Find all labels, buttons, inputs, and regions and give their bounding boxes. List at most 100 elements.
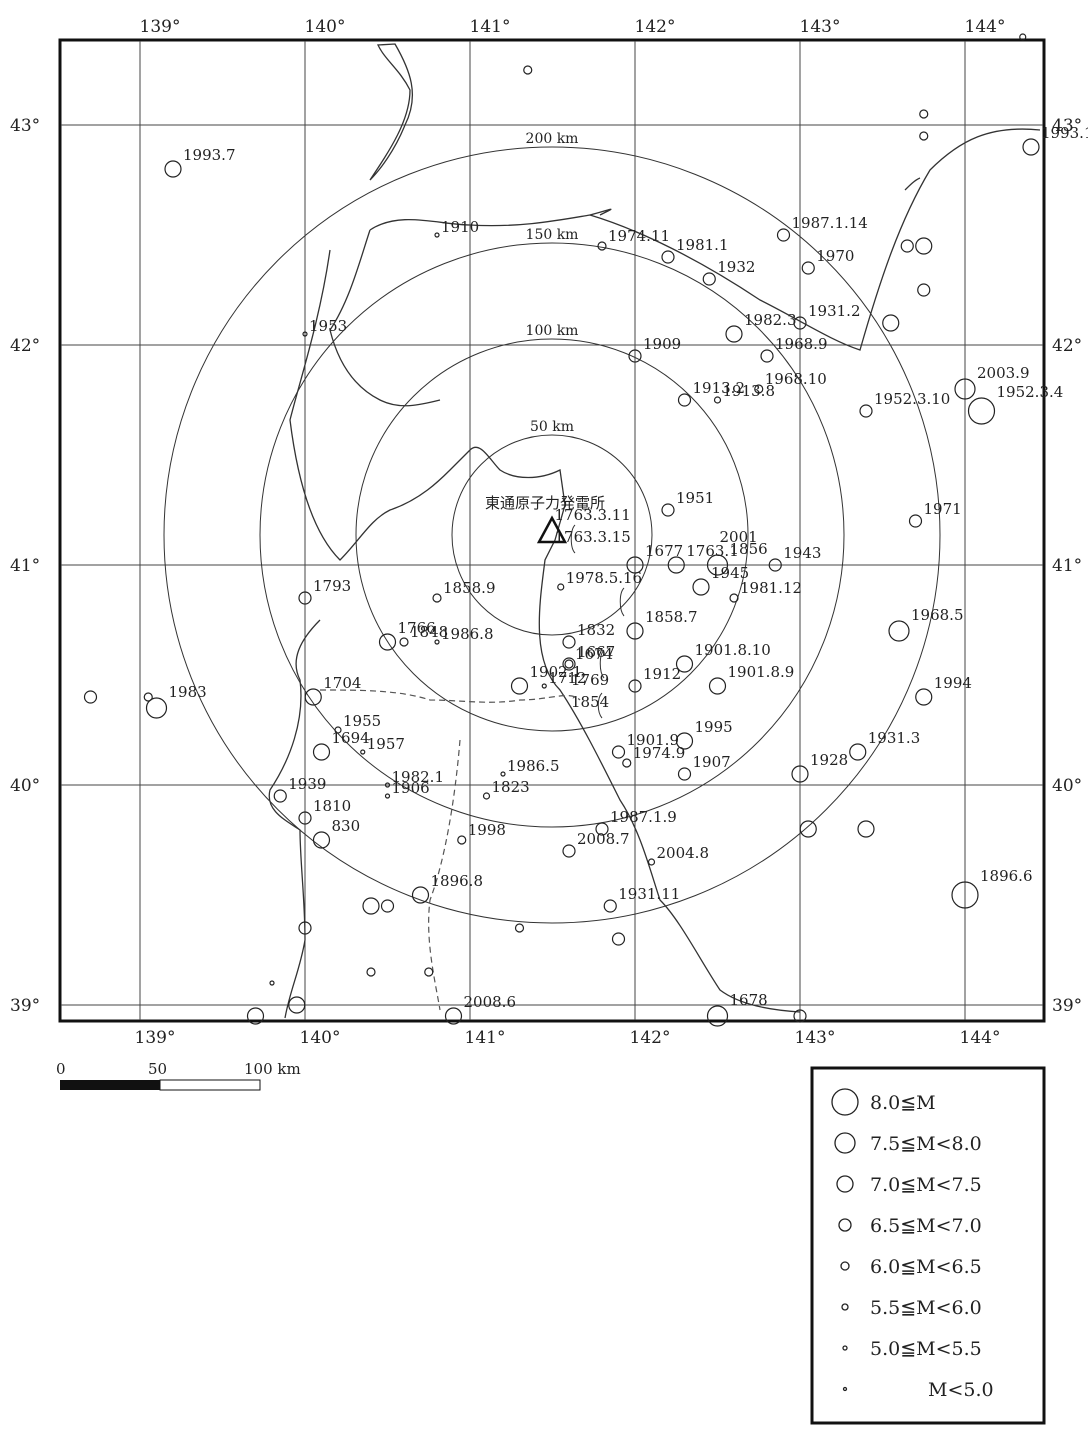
quake-circle bbox=[703, 273, 715, 285]
quake-circle bbox=[916, 689, 932, 705]
quake-label: 1909 bbox=[643, 335, 681, 353]
quake-label: 1910 bbox=[441, 218, 479, 236]
quake-label: 1931.3 bbox=[868, 729, 921, 747]
quake-circle bbox=[299, 592, 311, 604]
quake-circle bbox=[484, 793, 490, 799]
quake-label: 1939 bbox=[288, 775, 326, 793]
quake-circle bbox=[693, 579, 709, 595]
ring-label: 200 km bbox=[526, 131, 579, 147]
quake-label: 1994 bbox=[934, 674, 972, 692]
quake-circle bbox=[802, 262, 814, 274]
quake-circle bbox=[433, 594, 441, 602]
quake-label: 1896.8 bbox=[431, 872, 484, 890]
lon-tick-top: 139° bbox=[140, 17, 181, 37]
quake-label: 2004.8 bbox=[657, 844, 710, 862]
scale-bar: 0 50 100 km bbox=[56, 1060, 301, 1090]
quake-circle bbox=[501, 772, 505, 776]
quake-circle bbox=[305, 689, 321, 705]
quake-circle bbox=[627, 623, 643, 639]
quake-label: 1974.11 bbox=[608, 227, 670, 245]
quake-circle bbox=[380, 634, 396, 650]
quake-circle bbox=[679, 394, 691, 406]
lat-tick-right: 40° bbox=[1052, 776, 1082, 796]
lat-tick-right: 39° bbox=[1052, 996, 1082, 1016]
lon-tick-bottom: 140° bbox=[300, 1028, 341, 1048]
quake-circle bbox=[512, 678, 528, 694]
quake-label: 1901.8.9 bbox=[728, 663, 795, 681]
quake-circle bbox=[629, 680, 641, 692]
quake-circle bbox=[303, 332, 307, 336]
quake-circle bbox=[920, 132, 928, 140]
quake-circle bbox=[800, 821, 816, 837]
quake-label: 1968.9 bbox=[775, 335, 828, 353]
map-frame bbox=[60, 40, 1044, 1021]
quake-circle bbox=[952, 882, 978, 908]
quake-label: 1995 bbox=[695, 718, 733, 736]
quake-circle bbox=[274, 790, 286, 802]
quake-label: 1986.5 bbox=[507, 757, 560, 775]
quake-label: 1943 bbox=[783, 544, 821, 562]
quake-label: 1854 bbox=[571, 693, 609, 711]
quake-circle bbox=[85, 691, 97, 703]
lon-tick-top: 144° bbox=[965, 17, 1006, 37]
quake-label: 1931.11 bbox=[618, 885, 680, 903]
quake-circle bbox=[778, 229, 790, 241]
quake-label: 1952.3.10 bbox=[874, 390, 950, 408]
quake-circle bbox=[165, 161, 181, 177]
quake-label: 1952.3.4 bbox=[997, 383, 1064, 401]
quake-circle bbox=[558, 584, 564, 590]
legend-label: 8.0≦M bbox=[870, 1092, 936, 1114]
quake-label: 1982.3 bbox=[744, 311, 797, 329]
quake-circle bbox=[413, 887, 429, 903]
legend-box bbox=[812, 1068, 1044, 1423]
scale-label-0: 0 bbox=[56, 1060, 66, 1078]
quake-label: 2008.6 bbox=[464, 993, 517, 1011]
quake-label: 1667 bbox=[577, 643, 615, 661]
quake-circle bbox=[563, 636, 575, 648]
quake-circle bbox=[299, 812, 311, 824]
quake-circle bbox=[901, 240, 913, 252]
quake-label: 1968.5 bbox=[911, 606, 964, 624]
coastline bbox=[269, 44, 1040, 1018]
legend-label: 5.0≦M<5.5 bbox=[870, 1338, 982, 1360]
quake-circle bbox=[662, 251, 674, 263]
quake-circle bbox=[598, 242, 606, 250]
quake-circle bbox=[613, 933, 625, 945]
scale-label-100: 100 km bbox=[244, 1060, 301, 1078]
quake-circle bbox=[314, 744, 330, 760]
lon-tick-bottom: 144° bbox=[960, 1028, 1001, 1048]
legend-label: 7.5≦M<8.0 bbox=[870, 1133, 982, 1155]
quake-label: 1983 bbox=[169, 683, 207, 701]
quake-label: 1912 bbox=[643, 665, 681, 683]
quake-label: 1932 bbox=[717, 258, 755, 276]
quake-label: 1858.7 bbox=[645, 608, 698, 626]
lon-tick-bottom: 143° bbox=[795, 1028, 836, 1048]
quake-label: 1763.3.15 bbox=[555, 528, 631, 546]
quake-circle bbox=[860, 405, 872, 417]
quake-circle bbox=[400, 638, 408, 646]
quake-circle bbox=[969, 398, 995, 424]
quake-label: 2008.7 bbox=[577, 830, 630, 848]
quake-label: 1981.1 bbox=[676, 236, 729, 254]
quake-circle bbox=[710, 678, 726, 694]
scale-label-50: 50 bbox=[148, 1060, 167, 1078]
quake-circle bbox=[910, 515, 922, 527]
quake-circle bbox=[516, 924, 524, 932]
quake-circle bbox=[792, 766, 808, 782]
lat-tick-left: 40° bbox=[10, 776, 40, 796]
quake-circle bbox=[367, 968, 375, 976]
graticule bbox=[61, 41, 1043, 1020]
quake-circle bbox=[386, 783, 390, 787]
quake-circle bbox=[679, 768, 691, 780]
quake-label: 1955 bbox=[343, 712, 381, 730]
quake-circle bbox=[361, 750, 365, 754]
quake-circle bbox=[889, 621, 909, 641]
legend-label: 6.5≦M<7.0 bbox=[870, 1215, 982, 1237]
quake-circle bbox=[858, 821, 874, 837]
quake-circle bbox=[458, 836, 466, 844]
quake-circle bbox=[715, 397, 721, 403]
lat-tick-left: 42° bbox=[10, 336, 40, 356]
quake-label: 1970 bbox=[816, 247, 854, 265]
quake-circle bbox=[730, 594, 738, 602]
lon-tick-bottom: 142° bbox=[630, 1028, 671, 1048]
